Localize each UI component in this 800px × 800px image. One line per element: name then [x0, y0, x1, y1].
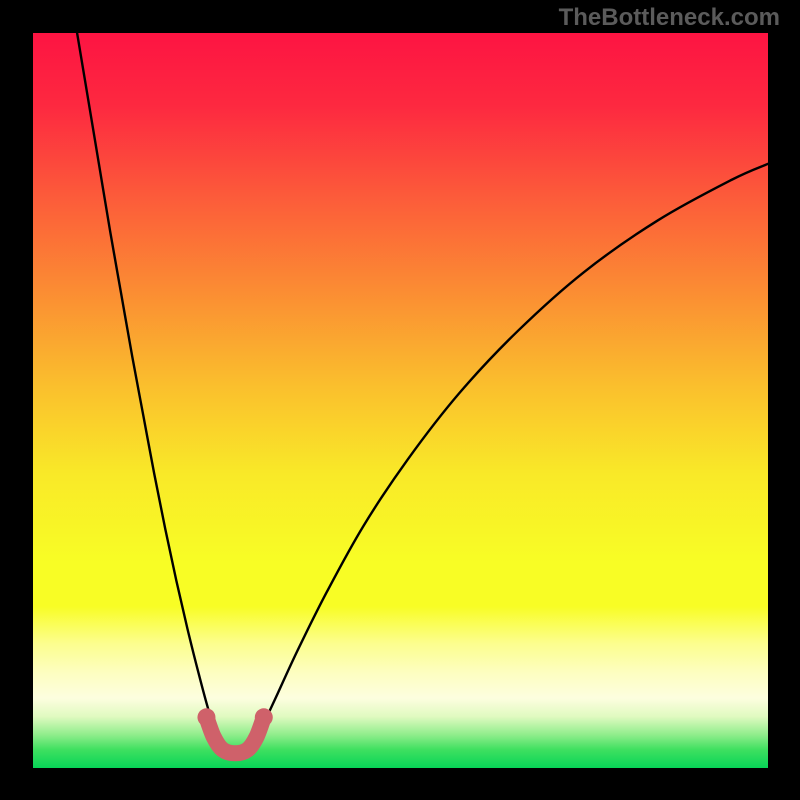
plot-area [33, 33, 768, 768]
dip-dot-right [255, 708, 273, 726]
chart-container: TheBottleneck.com [0, 0, 800, 800]
dip-dot-left [197, 708, 215, 726]
plot-svg [33, 33, 768, 768]
watermark-text: TheBottleneck.com [559, 4, 780, 32]
